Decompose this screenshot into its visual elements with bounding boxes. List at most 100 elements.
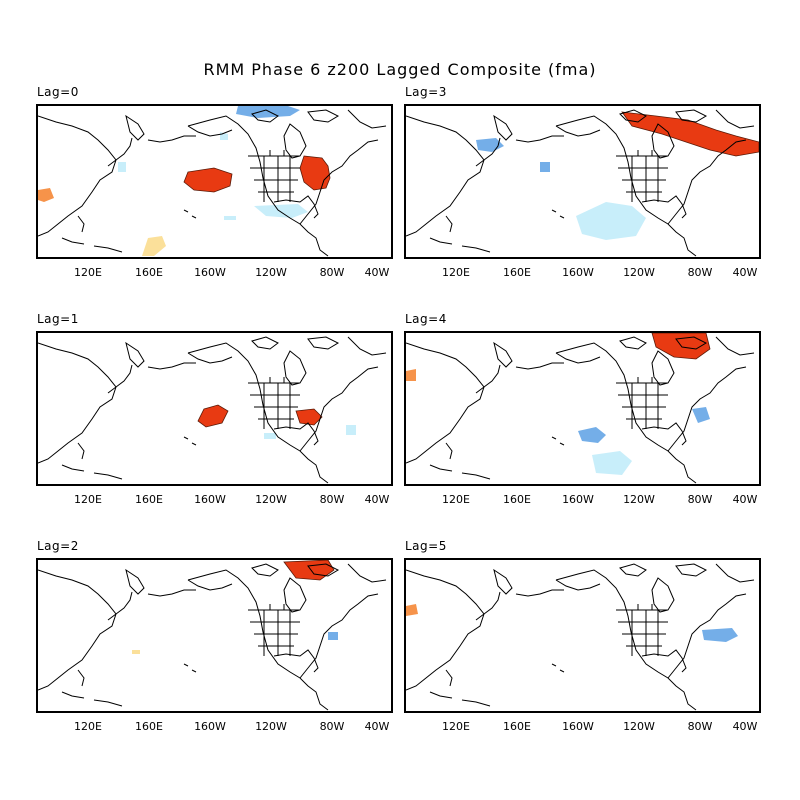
map-panel-lag1 <box>36 331 393 486</box>
coastline-segment <box>445 442 453 460</box>
coastline-segment <box>429 464 453 472</box>
negative-anomaly-region <box>540 162 550 172</box>
longitude-tick-120w: 120W <box>623 266 655 279</box>
negative-anomaly-region <box>578 427 606 443</box>
coastline-segment <box>93 472 123 480</box>
longitude-tick-160e: 160E <box>503 493 531 506</box>
negative-anomaly-region <box>592 451 632 475</box>
negative-anomaly-region <box>476 138 504 152</box>
page-title: RMM Phase 6 z200 Lagged Composite (fma) <box>203 60 597 79</box>
map-panel-lag2 <box>36 558 393 713</box>
map-canvas <box>406 563 755 711</box>
coastline-segment <box>515 362 564 370</box>
coastline-segment <box>107 591 133 621</box>
longitude-tick-120w: 120W <box>255 266 287 279</box>
coastline-segment <box>183 209 189 213</box>
longitude-ticks-lag1: 120E 160E 160W 120W 80W 40W <box>36 493 393 509</box>
coastline-segment <box>187 125 233 137</box>
panel-label-lag5: Lag=5 <box>405 539 447 553</box>
coastline-segment <box>651 577 675 613</box>
coastline-segment <box>93 699 123 707</box>
negative-anomaly-region <box>328 632 338 640</box>
coastline-segment <box>273 649 319 673</box>
coastline-segment <box>493 341 513 368</box>
longitude-tick-120e: 120E <box>74 493 102 506</box>
positive-anomaly-region <box>284 560 334 580</box>
longitude-tick-120w: 120W <box>255 720 287 733</box>
longitude-ticks-lag3: 120E 160E 160W 120W 80W 40W <box>404 266 761 282</box>
longitude-tick-40w: 40W <box>364 493 390 506</box>
negative-anomaly-region <box>236 106 300 118</box>
longitude-tick-80w: 80W <box>319 720 345 733</box>
map-panel-lag0 <box>36 104 393 259</box>
coastline-segment <box>38 342 117 464</box>
longitude-tick-120e: 120E <box>442 493 470 506</box>
coastline-segment <box>191 442 197 446</box>
longitude-ticks-lag4: 120E 160E 160W 120W 80W 40W <box>404 493 761 509</box>
coastline-segment <box>283 577 307 613</box>
longitude-tick-160e: 160E <box>503 720 531 733</box>
coastline-segment <box>283 123 307 159</box>
coastline-segment <box>299 366 379 452</box>
map-panel-lag5 <box>404 558 761 713</box>
coastline-segment <box>307 336 340 350</box>
coastline-segment <box>651 123 675 159</box>
panel-label-lag0: Lag=0 <box>37 85 79 99</box>
coastline-segment <box>187 352 233 364</box>
coastline-segment <box>61 237 85 245</box>
longitude-tick-40w: 40W <box>732 720 758 733</box>
positive-anomaly-region <box>406 604 418 616</box>
coastline-segment <box>183 436 189 440</box>
coastline-segment <box>273 195 319 219</box>
coastline-segment <box>147 135 196 143</box>
coastline-segment <box>125 568 145 595</box>
coastline-segment <box>551 436 557 440</box>
map-canvas <box>38 336 387 484</box>
contour-lines <box>651 333 711 360</box>
coastline-segment <box>515 589 564 597</box>
coastline-segment <box>406 115 485 237</box>
longitude-tick-120e: 120E <box>74 720 102 733</box>
longitude-tick-80w: 80W <box>319 266 345 279</box>
coastline-segment <box>125 114 145 141</box>
coastline-segment <box>187 115 329 257</box>
coastline-segment <box>675 336 708 350</box>
coastline-segment <box>667 139 747 225</box>
coastline-segment <box>347 109 387 129</box>
positive-anomaly-region <box>184 168 232 192</box>
coastline-segment <box>299 139 379 225</box>
coastline-segment <box>38 115 117 237</box>
negative-anomaly-region <box>702 628 738 642</box>
coastline-segment <box>191 669 197 673</box>
map-canvas <box>38 106 387 257</box>
positive-anomaly-region <box>132 650 140 654</box>
coastline-segment <box>61 691 85 699</box>
longitude-tick-160w: 160W <box>562 266 594 279</box>
coastline-segment <box>493 568 513 595</box>
coastline-segment <box>555 115 697 257</box>
panel-label-lag3: Lag=3 <box>405 85 447 99</box>
coastline-segment <box>551 209 557 213</box>
coastline-segment <box>347 563 387 583</box>
longitude-tick-40w: 40W <box>364 266 390 279</box>
coastline-segment <box>107 364 133 394</box>
positive-anomaly-region <box>198 405 228 427</box>
negative-anomaly-region <box>254 204 308 218</box>
coastline-segment <box>445 669 453 687</box>
longitude-tick-40w: 40W <box>732 266 758 279</box>
coastline-segment <box>667 593 747 679</box>
coastline-segment <box>38 569 117 691</box>
coastline-segment <box>93 245 123 253</box>
longitude-tick-160e: 160E <box>503 266 531 279</box>
coastline-segment <box>555 579 601 591</box>
coastline-segment <box>715 109 755 129</box>
coastline-segment <box>641 649 687 673</box>
coastline-segment <box>559 442 565 446</box>
coastline-segment <box>619 336 647 350</box>
contour-lines <box>621 111 759 157</box>
contour-lines <box>183 167 233 193</box>
coastline-segment <box>461 472 491 480</box>
longitude-tick-80w: 80W <box>687 266 713 279</box>
coastline-segment <box>183 663 189 667</box>
coastline-segment <box>445 215 453 233</box>
